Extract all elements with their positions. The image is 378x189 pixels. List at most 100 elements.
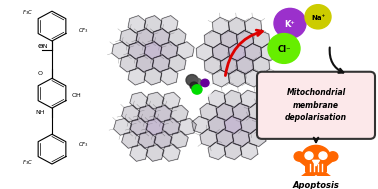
Polygon shape xyxy=(212,17,229,35)
Polygon shape xyxy=(169,55,186,72)
Polygon shape xyxy=(154,131,172,148)
Circle shape xyxy=(190,82,198,89)
Polygon shape xyxy=(160,16,178,33)
Circle shape xyxy=(294,152,304,161)
Polygon shape xyxy=(192,116,209,133)
Polygon shape xyxy=(160,68,178,85)
Polygon shape xyxy=(224,90,242,107)
Polygon shape xyxy=(128,16,146,33)
Polygon shape xyxy=(152,55,170,72)
Polygon shape xyxy=(120,55,138,72)
Polygon shape xyxy=(232,103,250,120)
Polygon shape xyxy=(220,57,237,74)
Polygon shape xyxy=(240,116,258,133)
Circle shape xyxy=(192,78,202,88)
Polygon shape xyxy=(120,29,138,46)
Polygon shape xyxy=(146,92,164,109)
Polygon shape xyxy=(177,42,194,59)
Polygon shape xyxy=(220,30,237,48)
Circle shape xyxy=(328,178,338,187)
Polygon shape xyxy=(138,105,156,122)
Circle shape xyxy=(274,8,306,38)
Polygon shape xyxy=(248,129,266,146)
Polygon shape xyxy=(208,90,226,107)
Text: $F_3C$: $F_3C$ xyxy=(22,158,34,167)
Polygon shape xyxy=(128,42,146,59)
Text: Na⁺: Na⁺ xyxy=(311,15,325,21)
Polygon shape xyxy=(245,17,262,35)
Polygon shape xyxy=(200,129,217,146)
Text: $CF_3$: $CF_3$ xyxy=(77,140,88,149)
Polygon shape xyxy=(112,42,129,59)
Text: $F_3C$: $F_3C$ xyxy=(22,8,34,17)
Circle shape xyxy=(294,178,304,187)
Ellipse shape xyxy=(305,152,313,159)
Polygon shape xyxy=(257,116,274,133)
FancyBboxPatch shape xyxy=(257,72,375,139)
Polygon shape xyxy=(144,16,162,33)
Polygon shape xyxy=(229,17,245,35)
Polygon shape xyxy=(232,129,250,146)
Polygon shape xyxy=(212,43,229,61)
Polygon shape xyxy=(130,144,148,161)
Polygon shape xyxy=(196,43,213,61)
Polygon shape xyxy=(122,105,140,122)
Polygon shape xyxy=(154,105,172,122)
Polygon shape xyxy=(237,30,254,48)
Text: OH: OH xyxy=(72,93,82,98)
Polygon shape xyxy=(122,131,140,148)
Polygon shape xyxy=(146,144,164,161)
Polygon shape xyxy=(152,29,170,46)
Polygon shape xyxy=(204,57,221,74)
Polygon shape xyxy=(138,131,156,148)
Polygon shape xyxy=(204,30,221,48)
Text: Mitochondrial
membrane
depolarisation: Mitochondrial membrane depolarisation xyxy=(285,88,347,122)
Polygon shape xyxy=(240,90,258,107)
Text: Cl⁻: Cl⁻ xyxy=(277,45,291,54)
Circle shape xyxy=(268,34,300,63)
Ellipse shape xyxy=(178,75,212,101)
Polygon shape xyxy=(162,118,180,135)
Polygon shape xyxy=(224,143,242,160)
Polygon shape xyxy=(224,116,242,133)
Polygon shape xyxy=(253,57,270,74)
Polygon shape xyxy=(261,43,278,61)
Polygon shape xyxy=(136,29,153,46)
Polygon shape xyxy=(169,29,186,46)
Polygon shape xyxy=(114,118,132,135)
Circle shape xyxy=(305,5,331,29)
Polygon shape xyxy=(208,116,226,133)
Text: O: O xyxy=(37,44,42,49)
Polygon shape xyxy=(130,118,148,135)
Ellipse shape xyxy=(302,145,330,168)
Text: K⁺: K⁺ xyxy=(285,20,295,29)
Polygon shape xyxy=(229,43,245,61)
Polygon shape xyxy=(144,68,162,85)
Polygon shape xyxy=(162,92,180,109)
Polygon shape xyxy=(253,30,270,48)
FancyBboxPatch shape xyxy=(305,163,327,172)
Polygon shape xyxy=(128,68,146,85)
Circle shape xyxy=(201,79,209,87)
Text: HN: HN xyxy=(38,44,48,49)
Polygon shape xyxy=(245,70,262,87)
Polygon shape xyxy=(216,129,234,146)
Polygon shape xyxy=(237,57,254,74)
Ellipse shape xyxy=(319,152,327,159)
Circle shape xyxy=(192,85,202,94)
Polygon shape xyxy=(130,92,148,109)
Polygon shape xyxy=(136,55,153,72)
FancyArrowPatch shape xyxy=(225,30,262,76)
Circle shape xyxy=(328,152,338,161)
Text: O: O xyxy=(37,71,42,76)
Text: Apoptosis: Apoptosis xyxy=(293,181,339,189)
Text: $CF_3$: $CF_3$ xyxy=(77,26,88,35)
FancyArrowPatch shape xyxy=(330,47,343,73)
Polygon shape xyxy=(144,42,162,59)
Polygon shape xyxy=(170,105,188,122)
Text: NH: NH xyxy=(35,110,45,115)
Circle shape xyxy=(186,75,198,86)
Polygon shape xyxy=(162,144,180,161)
Polygon shape xyxy=(200,103,217,120)
Polygon shape xyxy=(178,118,197,135)
